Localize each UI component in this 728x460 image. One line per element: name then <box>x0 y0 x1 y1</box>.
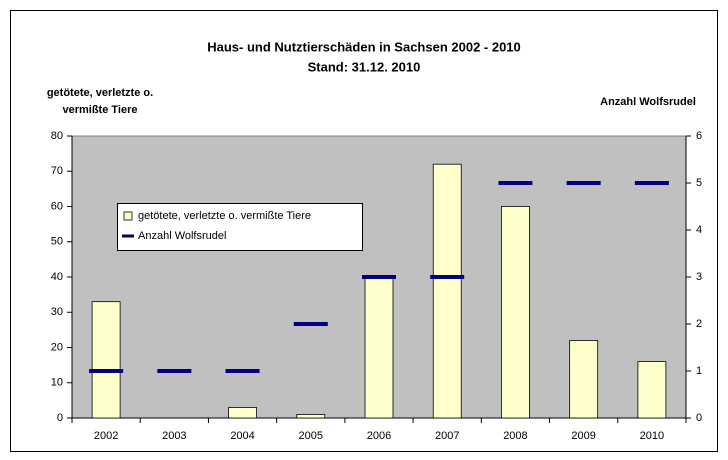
bar <box>91 301 121 419</box>
y2-tick-label: 5 <box>696 177 702 189</box>
y2-tick-label: 3 <box>696 271 702 283</box>
x-tick-label: 2009 <box>571 430 595 442</box>
y-tick-label: 30 <box>51 306 63 318</box>
x-tick-label: 2005 <box>299 430 323 442</box>
x-tick-label: 2008 <box>503 430 527 442</box>
y-axis-label: getötete, verletzte o. <box>47 87 153 99</box>
bar <box>364 276 394 419</box>
x-tick-label: 2003 <box>162 430 186 442</box>
y-tick-label: 70 <box>51 165 63 177</box>
y-axis-label: vermißte Tiere <box>62 104 137 116</box>
bar <box>501 206 530 419</box>
y2-tick-label: 1 <box>696 365 702 377</box>
x-tick-label: 2007 <box>435 430 459 442</box>
y2-tick-label: 0 <box>696 412 702 424</box>
bar <box>296 414 326 419</box>
y2-axis-label: Anzahl Wolfsrudel <box>600 96 696 108</box>
y-tick-label: 40 <box>51 271 63 283</box>
x-tick-label: 2004 <box>230 430 254 442</box>
bar <box>637 361 667 419</box>
legend-swatch <box>123 211 133 221</box>
y-tick-label: 0 <box>57 412 63 424</box>
y-tick-label: 80 <box>51 130 63 142</box>
y2-tick-label: 4 <box>696 224 702 236</box>
y-tick-label: 50 <box>51 236 63 248</box>
bar <box>432 163 462 419</box>
y-tick-label: 60 <box>51 200 63 212</box>
legend-box <box>117 203 363 251</box>
y2-tick-label: 6 <box>696 130 702 142</box>
y-tick-label: 20 <box>51 341 63 353</box>
bar <box>228 407 257 419</box>
x-tick-label: 2002 <box>94 430 118 442</box>
legend: getötete, verletzte o. vermißte Tiere Anz… <box>117 203 363 251</box>
y2-tick-label: 2 <box>696 318 702 330</box>
legend-label: Anzahl Wolfsrudel <box>138 230 226 242</box>
legend-label: getötete, verletzte o. vermißte Tiere <box>138 210 311 222</box>
bar <box>569 340 599 419</box>
chart-title: Haus- und Nutztierschäden in Sachsen 200… <box>207 39 521 54</box>
chart-subtitle: Stand: 31.12. 2010 <box>308 59 421 74</box>
x-tick-label: 2010 <box>640 430 664 442</box>
y-tick-label: 10 <box>51 377 63 389</box>
x-tick-label: 2006 <box>367 430 391 442</box>
